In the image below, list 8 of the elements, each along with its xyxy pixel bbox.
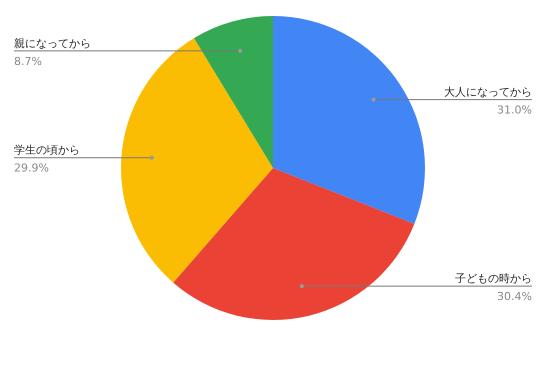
data-label: 8.7% [14,54,42,68]
data-label: 30.4% [497,290,532,304]
slice-label: 大人になってから [444,86,532,99]
slice-label: 学生の頃から [14,144,80,157]
slice-label: 親になってから [14,36,91,50]
data-label: 29.9% [14,162,49,175]
data-label: 31.0% [497,104,532,117]
slice-label: 子どもの時から [455,272,532,286]
